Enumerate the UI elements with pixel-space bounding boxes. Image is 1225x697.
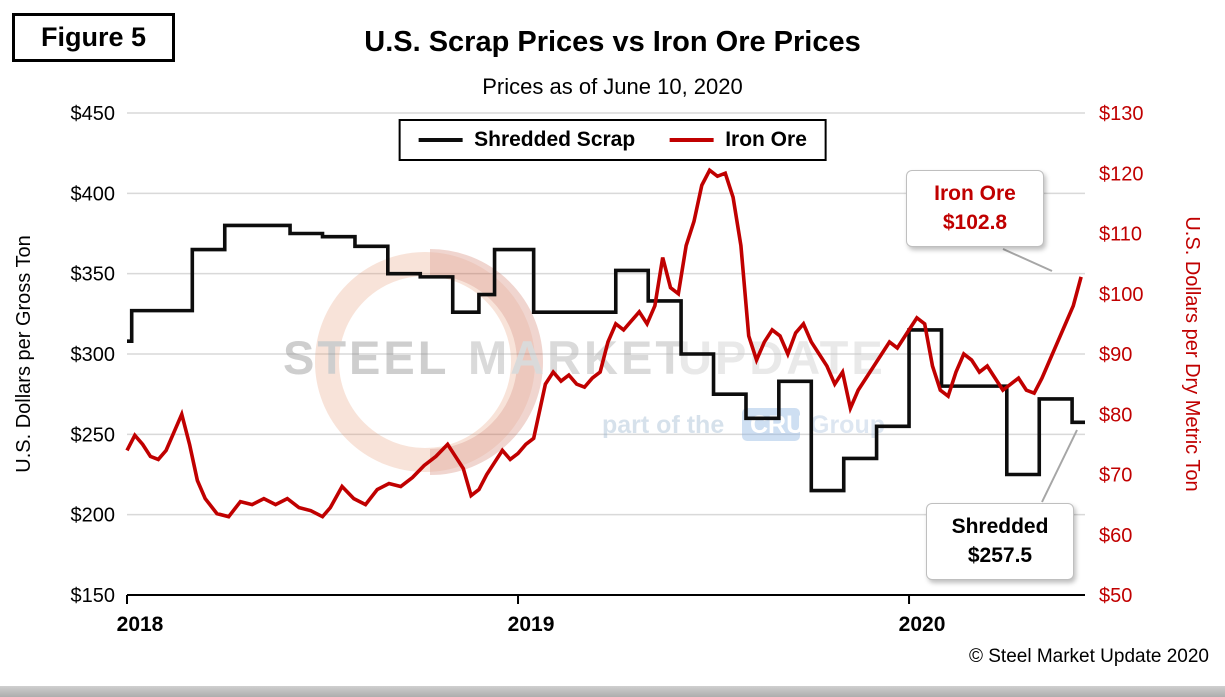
watermark-tagline-suffix: Group [810,411,885,439]
left-axis-tick-label: $450 [71,103,116,125]
legend-label-shredded-scrap: Shredded Scrap [474,128,636,151]
shredded-scrap-line-key [418,138,463,142]
x-axis-year-label: 2018 [117,613,164,636]
series-lines [125,167,1085,519]
copyright-notice: © Steel Market Update 2020 [968,646,1209,667]
figure-label: Figure 5 [12,13,176,62]
iron-ore-line-key [669,138,714,142]
iron-ore-leader-line [1002,248,1053,272]
left-axis-tick-label: $300 [71,344,116,366]
legend-label-iron-ore: Iron Ore [725,128,807,151]
right-axis-tick-label: $50 [1099,585,1132,607]
left-axis-tick-label: $400 [71,183,116,205]
left-axis-title: U.S. Dollars per Gross Ton [13,235,35,473]
watermark: STEEL MARKET UPDATE part of the CRU Grou… [283,249,885,475]
smu-logo-icon [315,249,543,475]
axes: $150 $200 $250 $300 $350 $400 $450 $50 $60 $70 $80… [71,103,1144,636]
left-axis-tick-label: $250 [71,424,116,446]
right-axis-tick-label: $110 [1099,224,1142,246]
watermark-word-market: MARKET [468,331,687,384]
right-axis-tick-label: $100 [1099,284,1144,306]
x-axis-year-label: 2020 [899,613,946,636]
right-axis-tick-label: $70 [1099,465,1132,487]
chart-title: U.S. Scrap Prices vs Iron Ore Prices [364,26,861,58]
annotation-leaders [1002,248,1078,503]
right-axis-title: U.S. Dollars per Dry Metric Ton [1181,216,1203,491]
left-axis-tick-label: $350 [71,264,116,286]
iron-ore-annotation: Iron Ore $102.8 [906,170,1044,247]
bottom-bar [0,686,1225,697]
right-axis-tick-label: $90 [1099,344,1132,366]
shredded-leader-line [1041,429,1078,503]
shredded-annotation-name: Shredded [951,515,1049,538]
right-axis-tick-label: $60 [1099,525,1132,547]
shredded-annotation: Shredded $257.5 [926,503,1074,580]
iron-ore-annotation-name: Iron Ore [934,182,1016,205]
right-axis-tick-label: $120 [1099,163,1144,185]
left-axis-tick-label: $200 [71,505,116,527]
chart-legend: Shredded Scrap Iron Ore [398,119,827,161]
watermark-word-steel: STEEL [283,331,449,384]
right-axis-tick-label: $80 [1099,404,1132,426]
left-axis-tick-label: $150 [71,585,116,607]
iron-ore-annotation-value: $102.8 [942,211,1008,235]
right-axis-tick-label: $130 [1099,103,1144,125]
chart-subtitle: Prices as of June 10, 2020 [482,74,743,99]
watermark-tagline-prefix: part of the [602,411,724,439]
iron-ore-line [125,167,1083,519]
shredded-annotation-value: $257.5 [967,544,1033,568]
x-axis-year-label: 2019 [508,613,555,636]
cru-logo-box [742,408,800,441]
